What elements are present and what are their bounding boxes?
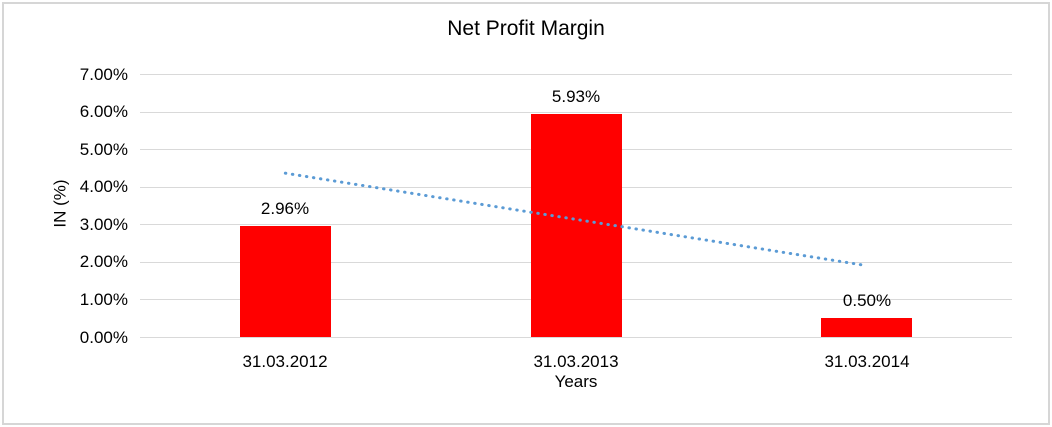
chart-title: Net Profit Margin (447, 17, 605, 40)
y-tick-label: 0.00% (79, 328, 128, 347)
bar (531, 114, 622, 337)
bar-value-label: 2.96% (260, 199, 310, 218)
bar-value-label: 0.50% (842, 291, 892, 310)
gridline (140, 112, 1012, 113)
y-tick-label: 6.00% (79, 102, 128, 121)
y-tick-label: 4.00% (79, 177, 128, 196)
y-tick-label: 2.00% (79, 252, 128, 271)
y-tick-label: 1.00% (79, 290, 128, 309)
x-tick-label: 31.03.2014 (824, 352, 910, 371)
bar-value-label: 5.93% (551, 87, 601, 106)
gridline (140, 74, 1012, 75)
x-tick-label: 31.03.2013 (533, 352, 619, 371)
bar (821, 318, 912, 337)
y-tick-label: 3.00% (79, 215, 128, 234)
x-tick-label: 31.03.2012 (242, 352, 328, 371)
x-axis-title: Years (554, 372, 598, 391)
bar (240, 226, 331, 337)
gridline (140, 337, 1012, 338)
y-tick-label: 7.00% (79, 65, 128, 84)
y-tick-label: 5.00% (79, 140, 128, 159)
